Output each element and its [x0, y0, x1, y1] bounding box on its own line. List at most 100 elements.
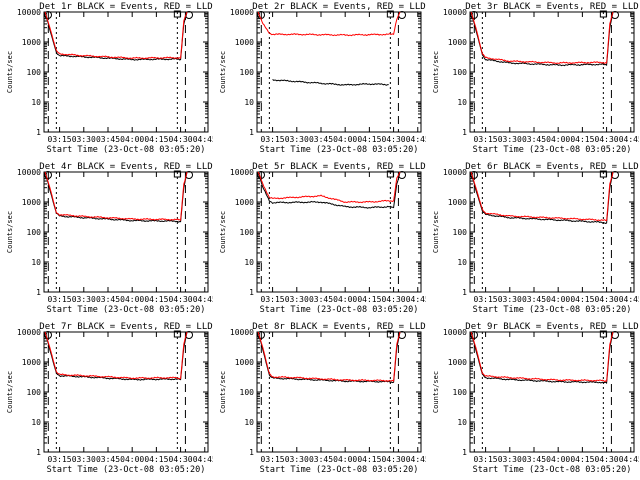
x-tick-label: 04:45	[406, 455, 426, 464]
y-tick-label: 10000	[230, 328, 254, 337]
lld-series-line	[257, 171, 401, 204]
x-tick-label: 04:30	[169, 455, 193, 464]
events-series-line	[470, 331, 614, 384]
x-tick-label: 04:30	[382, 295, 406, 304]
y-tick-label: 1	[36, 128, 41, 137]
y-tick-label: 10	[31, 98, 41, 107]
y-tick-label: 1000	[22, 358, 41, 367]
x-tick-label: 04:15	[144, 295, 168, 304]
circle-marker	[470, 331, 478, 339]
y-axis-label: Counts/sec	[219, 211, 227, 253]
square-marker	[599, 170, 607, 178]
y-tick-label: 1	[462, 288, 467, 297]
x-tick-label: 03:15	[474, 135, 498, 144]
panel-det-1: Det 1r BLACK = Events, RED = LLD 1 10 100 10…	[6, 2, 213, 155]
square-marker	[386, 330, 394, 338]
lld-series-line	[470, 331, 614, 382]
y-tick-label: 1000	[235, 358, 254, 367]
x-tick-label: 04:45	[619, 455, 639, 464]
events-series-line	[470, 11, 614, 67]
x-tick-label: 04:00	[120, 295, 144, 304]
chart-title: Det 9r BLACK = Events, RED = LLD	[465, 322, 638, 332]
x-tick-label: 04:30	[595, 135, 619, 144]
x-tick-label: 04:00	[120, 455, 144, 464]
x-axis-label: Start Time (23-Oct-08 03:05:20)	[47, 465, 206, 475]
circle-marker	[470, 11, 478, 19]
x-axis-label: Start Time (23-Oct-08 03:05:20)	[260, 465, 419, 475]
x-tick-label: 04:30	[382, 455, 406, 464]
y-tick-label: 100	[27, 388, 42, 397]
panel-det-5: Det 5r BLACK = Events, RED = LLD 1 10 100 10…	[219, 162, 426, 315]
y-tick-label: 10000	[443, 168, 467, 177]
chart-title: Det 6r BLACK = Events, RED = LLD	[465, 162, 638, 172]
x-tick-label: 03:45	[522, 295, 546, 304]
circle-marker	[611, 331, 620, 339]
x-tick-label: 03:15	[261, 455, 285, 464]
x-tick-label: 03:45	[309, 295, 333, 304]
x-tick-label: 04:00	[333, 295, 357, 304]
x-tick-label: 04:15	[570, 135, 594, 144]
square-marker	[386, 170, 394, 178]
x-tick-label: 04:15	[570, 455, 594, 464]
x-tick-label: 03:45	[522, 455, 546, 464]
x-tick-label: 03:45	[309, 455, 333, 464]
y-tick-label: 10	[457, 258, 467, 267]
x-tick-label: 04:30	[382, 135, 406, 144]
lld-series-line	[470, 11, 614, 65]
x-tick-label: 04:15	[357, 295, 381, 304]
lld-series-line	[44, 331, 188, 380]
plot-frame	[256, 11, 422, 133]
panel-det-2: Det 2r BLACK = Events, RED = LLD 1 10 100 10…	[219, 2, 426, 155]
x-tick-label: 03:30	[285, 135, 309, 144]
y-tick-label: 10000	[17, 168, 41, 177]
square-marker	[599, 330, 607, 338]
y-tick-label: 1	[249, 448, 254, 457]
events-series-line	[44, 331, 188, 381]
y-tick-label: 100	[240, 388, 255, 397]
chart-title: Det 4r BLACK = Events, RED = LLD	[39, 162, 212, 172]
square-marker	[173, 170, 181, 178]
y-tick-label: 100	[240, 68, 255, 77]
y-tick-label: 10	[31, 258, 41, 267]
y-tick-label: 100	[453, 68, 468, 77]
y-tick-label: 10000	[443, 328, 467, 337]
x-tick-label: 03:30	[498, 135, 522, 144]
y-tick-label: 1	[249, 128, 254, 137]
x-tick-label: 03:30	[72, 455, 96, 464]
x-tick-label: 03:15	[48, 295, 72, 304]
y-tick-label: 1000	[22, 198, 41, 207]
circle-marker	[257, 331, 265, 339]
x-tick-label: 03:45	[522, 135, 546, 144]
x-tick-label: 03:15	[474, 455, 498, 464]
y-axis-label: Counts/sec	[6, 211, 14, 253]
x-tick-label: 03:30	[498, 455, 522, 464]
x-axis-label: Start Time (23-Oct-08 03:05:20)	[47, 305, 206, 315]
square-marker	[173, 10, 181, 18]
lld-series-line	[44, 11, 188, 60]
x-tick-label: 04:30	[169, 295, 193, 304]
y-axis-label: Counts/sec	[219, 371, 227, 413]
x-tick-label: 04:30	[169, 135, 193, 144]
x-tick-label: 03:45	[96, 455, 120, 464]
y-tick-label: 1000	[235, 198, 254, 207]
x-axis-label: Start Time (23-Oct-08 03:05:20)	[260, 145, 419, 155]
y-tick-label: 1000	[448, 198, 467, 207]
y-tick-label: 10000	[17, 328, 41, 337]
y-tick-label: 1	[36, 448, 41, 457]
chart-title: Det 8r BLACK = Events, RED = LLD	[252, 322, 425, 332]
y-tick-label: 10000	[230, 8, 254, 17]
y-tick-label: 1	[249, 288, 254, 297]
y-tick-label: 10000	[443, 8, 467, 17]
x-tick-label: 03:30	[72, 295, 96, 304]
x-tick-label: 03:15	[48, 455, 72, 464]
square-marker	[386, 10, 394, 18]
events-series-line	[257, 331, 401, 384]
circle-marker	[185, 171, 194, 179]
y-tick-label: 100	[453, 228, 468, 237]
x-tick-label: 03:30	[285, 455, 309, 464]
x-tick-label: 03:15	[474, 295, 498, 304]
x-axis-label: Start Time (23-Oct-08 03:05:20)	[47, 145, 206, 155]
y-tick-label: 10000	[230, 168, 254, 177]
y-axis-label: Counts/sec	[432, 51, 440, 93]
